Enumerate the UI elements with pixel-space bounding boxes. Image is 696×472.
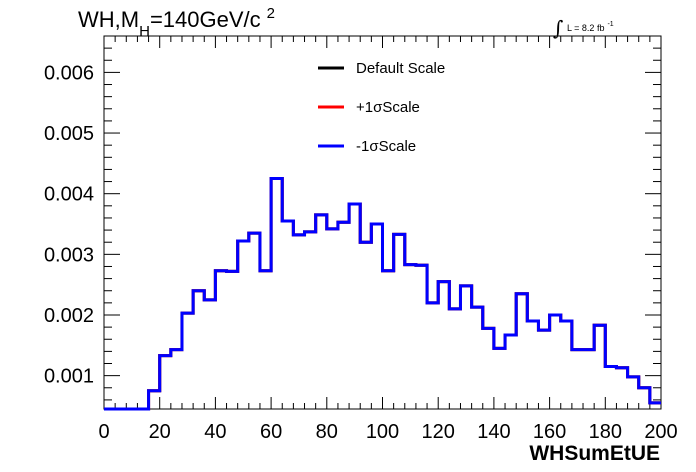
histogram-line-2 xyxy=(104,177,661,411)
x-tick-label: 120 xyxy=(422,421,455,443)
x-tick-label: 80 xyxy=(316,421,338,443)
x-tick-label: 200 xyxy=(644,421,677,443)
title-rest: =140GeV/c xyxy=(150,7,261,32)
legend-label: Default Scale xyxy=(356,60,445,77)
y-tick-label: 0.004 xyxy=(44,184,94,206)
y-tick-label: 0.001 xyxy=(44,366,94,388)
x-axis-title: WHSumEtUE xyxy=(529,442,660,465)
lumi-integral-sign: ∫ xyxy=(553,16,563,40)
y-tick-label: 0.003 xyxy=(44,244,94,266)
legend-label: -1σScale xyxy=(356,138,416,155)
x-tick-label: 40 xyxy=(204,421,226,443)
legend: Default Scale +1σScale -1σScale xyxy=(318,60,445,155)
x-tick-label: 180 xyxy=(589,421,622,443)
title-subscript: H xyxy=(139,23,150,40)
y-tick-label: 0.005 xyxy=(44,123,94,145)
lumi-label: L = 8.2 fb -1 xyxy=(567,21,614,33)
axes: 0 20 40 60 80 100 120 140 160 180 200 0.001 0.002 0.0… xyxy=(44,35,678,443)
x-tick-label: 100 xyxy=(366,421,399,443)
lumi-text: L = 8.2 fb xyxy=(567,23,604,33)
x-tick-label: 0 xyxy=(98,421,109,443)
lumi-superscript: -1 xyxy=(607,21,613,28)
x-tick-label: 140 xyxy=(477,421,510,443)
x-tick-label: 20 xyxy=(149,421,171,443)
histogram-line-1 xyxy=(104,177,661,411)
y-tick-label: 0.002 xyxy=(44,305,94,327)
x-tick-label: 60 xyxy=(260,421,282,443)
plot-frame xyxy=(103,35,662,410)
chart-title: WH,MH=140GeV/c 2 xyxy=(78,5,275,40)
title-main: WH,M xyxy=(78,7,139,32)
title-superscript: 2 xyxy=(267,5,275,22)
x-tick-label: 160 xyxy=(533,421,566,443)
legend-label: +1σScale xyxy=(356,99,420,116)
histogram-series xyxy=(104,177,661,411)
y-tick-label: 0.006 xyxy=(44,62,94,84)
histogram-line-0 xyxy=(104,177,661,411)
